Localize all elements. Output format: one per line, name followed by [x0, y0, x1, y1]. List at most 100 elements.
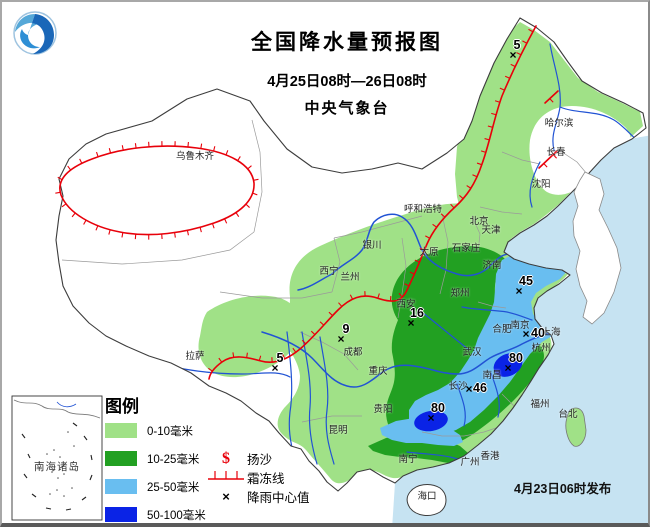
legend-swatches: 0-10毫米 10-25毫米 25-50毫米 50-100毫米 — [105, 423, 206, 522]
frost-line-tick — [504, 75, 510, 79]
map-header: 全国降水量预报图 4月25日08时—26日08时 中央气象台 — [177, 26, 517, 118]
legend-item: 50-100毫米 — [105, 507, 206, 522]
frost-line-tick — [108, 148, 112, 154]
frost-line-tick — [61, 203, 67, 208]
legend-color-swatch — [105, 423, 137, 438]
frost-line-segment-changchun — [538, 150, 558, 169]
rain-center-marker: × — [337, 332, 345, 346]
rain-center-marker: × — [427, 411, 435, 425]
jinsha-river — [319, 336, 335, 465]
legend-item-label: 10-25毫米 — [147, 453, 200, 466]
frost-line-tick — [213, 146, 216, 152]
frost-line-tick — [95, 225, 99, 231]
rain-center-marker: × — [522, 327, 530, 341]
nine-dash-line — [21, 422, 93, 511]
city-label: 沈阳 — [531, 179, 551, 190]
city-label: 南昌 — [482, 370, 502, 381]
frost-line-tick — [252, 192, 258, 196]
legend-color-swatch — [105, 507, 137, 522]
city-label: 天津 — [481, 225, 501, 236]
legend-title: 图例 — [105, 397, 139, 416]
legend-symbol-label: 降雨中心值 — [247, 491, 310, 505]
frost-line-tick — [543, 163, 548, 168]
city-label: 杭州 — [531, 343, 551, 354]
legend-item-label: 0-10毫米 — [147, 425, 194, 438]
frost-line-tick — [301, 339, 307, 345]
hainan-island — [406, 484, 447, 516]
rain-region-25-50-east — [409, 250, 568, 435]
city-label: 呼和浩特 — [403, 204, 443, 215]
south-china-sea-inset — [11, 395, 103, 521]
rain-center-marker: × — [271, 361, 279, 375]
city-label: 昆明 — [328, 425, 348, 436]
legend-item: 25-50毫米 — [105, 479, 206, 494]
frost-line-tick — [328, 311, 333, 316]
frost-line-tick — [121, 145, 124, 151]
frost-line-tick — [121, 232, 124, 238]
city-label: 北京 — [469, 216, 489, 227]
rain-center-icon: × — [222, 489, 230, 504]
city-label: 贵阳 — [373, 404, 393, 415]
frost-line-tick — [499, 87, 505, 91]
frost-line-tick — [208, 367, 213, 372]
legend-symbol-label: 霜冻线 — [247, 472, 285, 486]
legend: 图例 0-10毫米 10-25毫米 25-50毫米 50-100毫米 — [105, 392, 206, 523]
rain-center-value: 5 — [276, 350, 284, 365]
taiwan-island — [565, 407, 587, 447]
frost-line-tick — [491, 112, 497, 116]
frost-line-tick — [522, 40, 528, 44]
frost-line-tick — [200, 143, 203, 149]
frost-line-tick — [79, 158, 83, 164]
frost-line-tick — [398, 292, 403, 298]
forecast-period: 4月25日08时—26日08时 — [267, 74, 427, 90]
rain-center-marker: × — [515, 284, 523, 298]
frost-line-tick — [480, 150, 487, 153]
frost-line-tick — [476, 162, 482, 166]
frost-line-tick — [450, 203, 455, 209]
city-label: 香港 — [480, 451, 500, 462]
rain-region-50-100-hunan — [414, 410, 448, 432]
frost-line-tick — [338, 302, 343, 307]
frost-line-segment-north — [544, 90, 559, 104]
frost-line-tick — [282, 354, 286, 360]
city-label: 广州 — [460, 457, 480, 468]
frost-line-tick — [232, 352, 235, 358]
city-label: 成都 — [343, 347, 363, 358]
frost-line-tick — [484, 138, 490, 141]
frost-line-tick — [199, 227, 202, 233]
city-label: 济南 — [482, 260, 502, 271]
frost-line-tick — [487, 125, 493, 128]
city-label: 南京 — [510, 320, 530, 331]
city-label: 银川 — [362, 240, 382, 251]
frost-line-tick — [349, 294, 354, 300]
han-river — [421, 311, 470, 351]
frost-line-tick — [310, 330, 316, 336]
frost-line-tick — [245, 203, 250, 208]
frost-line-tick — [225, 150, 229, 156]
frost-line-tick — [292, 347, 297, 353]
frost-line-tick — [404, 283, 410, 287]
city-label: 西宁 — [319, 266, 339, 277]
city-label: 武汉 — [462, 347, 482, 358]
rain-center-marker: × — [407, 316, 415, 330]
city-label: 海口 — [417, 491, 437, 502]
frost-line-tick — [466, 185, 472, 189]
legend-color-swatch — [105, 451, 137, 466]
inset-label: 南海诸岛 — [34, 461, 80, 473]
frost-line-tick — [440, 213, 446, 218]
city-label: 长春 — [546, 147, 566, 158]
rain-center-value: 46 — [473, 380, 487, 395]
frost-line-tick — [174, 232, 176, 238]
yellow-river — [297, 213, 510, 291]
city-label: 石家庄 — [451, 243, 481, 254]
rain-center-value: 9 — [342, 321, 350, 336]
frost-line-tick — [67, 165, 72, 171]
city-label: 乌鲁木齐 — [175, 151, 215, 162]
legend-color-swatch — [105, 479, 137, 494]
city-label: 合肥 — [492, 324, 512, 335]
city-label: 郑州 — [450, 288, 470, 299]
frost-line-tick — [134, 143, 137, 149]
frost-line-tick — [552, 154, 558, 159]
frost-line-tick — [218, 357, 223, 363]
precipitation-layer — [61, 22, 643, 484]
